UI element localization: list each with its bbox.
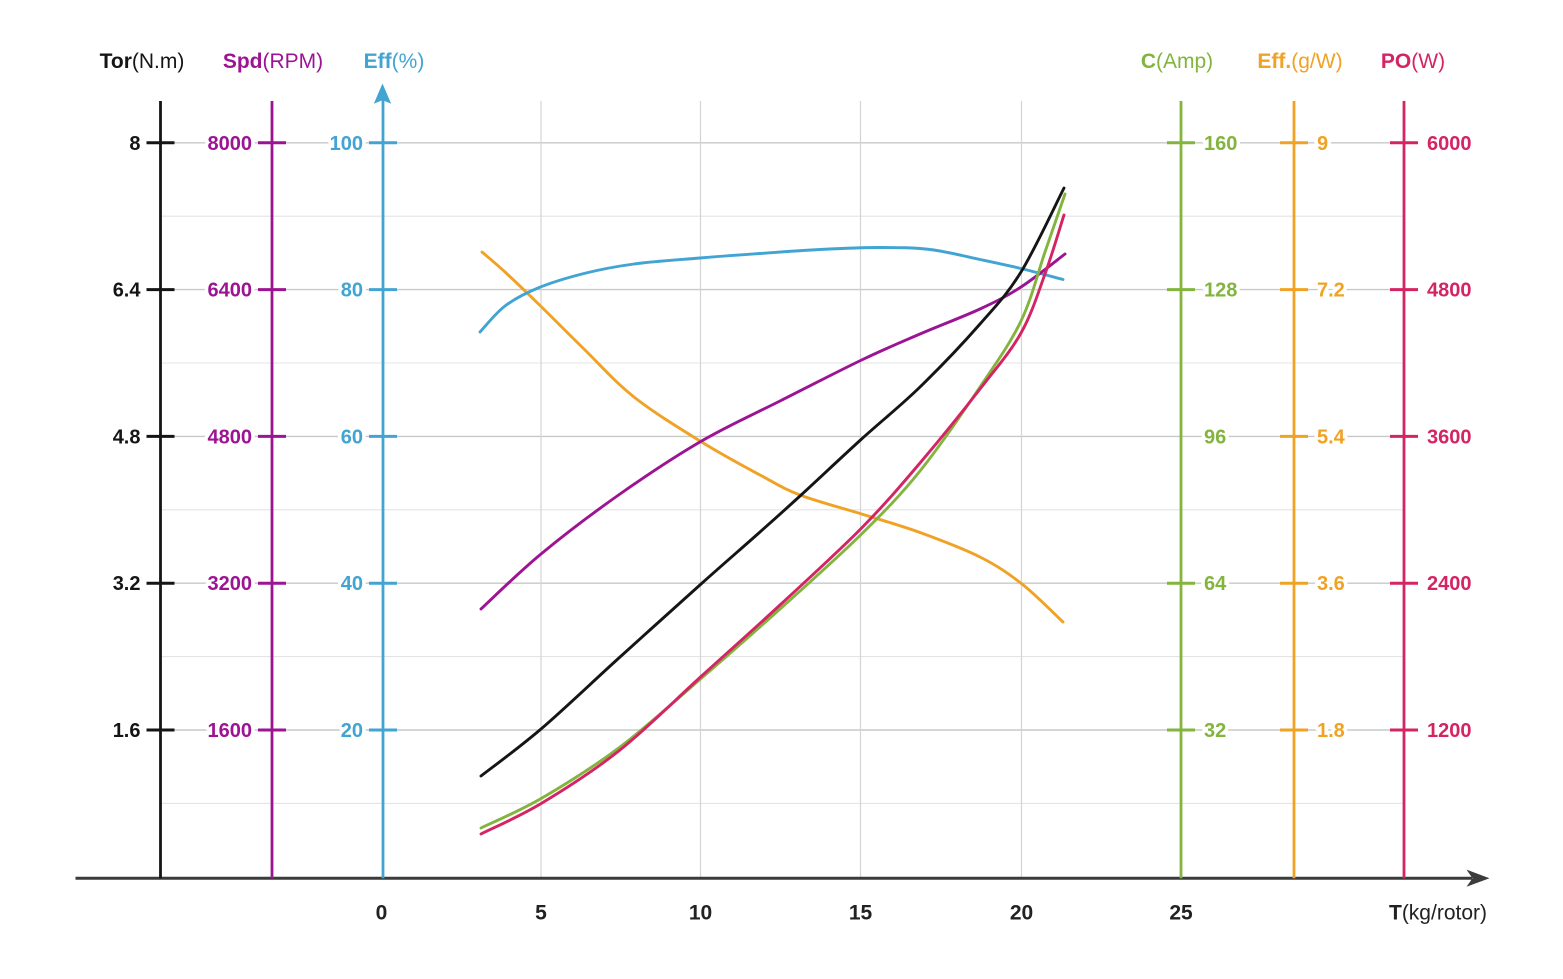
svg-text:T(kg/rotor): T(kg/rotor) [1389,902,1487,925]
svg-text:8000: 8000 [208,133,253,155]
svg-text:6400: 6400 [208,280,253,302]
svg-text:2400: 2400 [1427,573,1472,595]
svg-text:3200: 3200 [208,573,253,595]
svg-text:32: 32 [1204,720,1226,742]
svg-text:5.4: 5.4 [1317,426,1346,448]
svg-text:C(Amp): C(Amp) [1141,50,1213,73]
svg-text:3.6: 3.6 [1317,573,1345,595]
svg-text:1600: 1600 [208,720,253,742]
svg-text:3600: 3600 [1427,426,1472,448]
svg-text:8: 8 [129,133,140,155]
svg-text:160: 160 [1204,133,1237,155]
svg-text:1.8: 1.8 [1317,720,1345,742]
svg-text:4800: 4800 [1427,280,1472,302]
svg-text:4800: 4800 [208,426,253,448]
svg-text:10: 10 [689,902,712,925]
svg-text:40: 40 [341,573,363,595]
svg-text:25: 25 [1169,902,1193,925]
svg-text:Spd(RPM): Spd(RPM) [223,50,323,73]
svg-text:Tor(N.m): Tor(N.m) [100,50,185,73]
svg-text:1.6: 1.6 [113,720,141,742]
svg-text:5: 5 [535,902,547,925]
svg-text:Eff(%): Eff(%) [364,50,425,73]
svg-text:80: 80 [341,280,363,302]
svg-text:7.2: 7.2 [1317,280,1345,302]
svg-text:3.2: 3.2 [113,573,141,595]
svg-text:0: 0 [376,902,388,925]
svg-text:Eff.(g/W): Eff.(g/W) [1257,50,1342,73]
svg-text:20: 20 [341,720,363,742]
svg-text:20: 20 [1010,902,1033,925]
svg-text:4.8: 4.8 [113,426,141,448]
svg-text:PO(W): PO(W) [1381,50,1445,73]
svg-text:64: 64 [1204,573,1227,595]
svg-text:96: 96 [1204,426,1226,448]
svg-text:9: 9 [1317,133,1328,155]
svg-text:60: 60 [341,426,363,448]
svg-text:100: 100 [330,133,363,155]
svg-text:6000: 6000 [1427,133,1472,155]
svg-text:1200: 1200 [1427,720,1472,742]
svg-text:15: 15 [849,902,873,925]
svg-text:128: 128 [1204,280,1237,302]
svg-text:6.4: 6.4 [113,280,142,302]
